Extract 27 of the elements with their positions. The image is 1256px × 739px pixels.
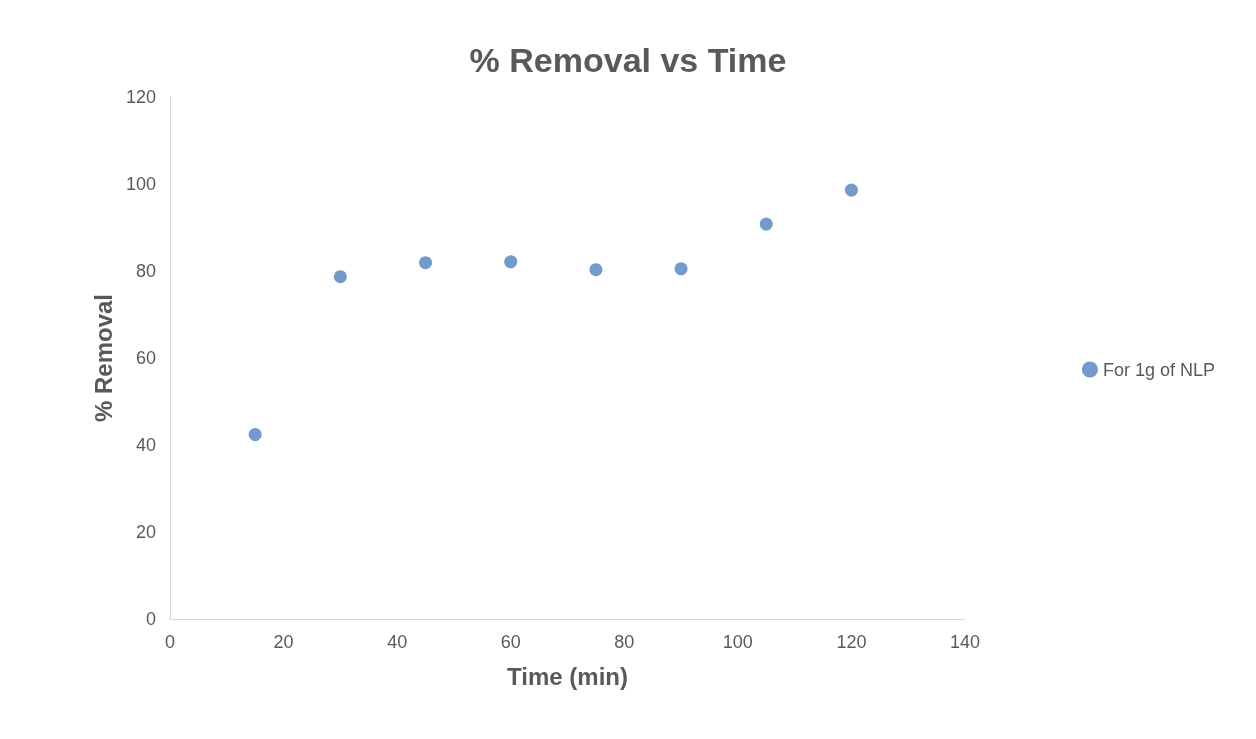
y-tick-label: 100 [125, 174, 156, 194]
y-tick-label: 20 [135, 522, 156, 542]
y-tick-label: 80 [135, 261, 156, 281]
point [759, 217, 773, 231]
point [589, 263, 603, 277]
chart-title: % Removal vs Time [469, 41, 787, 79]
y-tick-label: 60 [135, 348, 156, 368]
y-axis-title: % Removal [89, 293, 117, 423]
x-tick-label: 40 [387, 632, 408, 652]
x-tick-label: 120 [836, 632, 867, 652]
x-tick-label: 100 [722, 632, 753, 652]
y-tick-label: 0 [145, 609, 156, 629]
y-tick-label: 120 [125, 87, 156, 107]
x-tick-label: 0 [164, 632, 176, 652]
legend-label: For 1g of NLP [1102, 359, 1216, 380]
point [333, 270, 347, 284]
x-axis-title: Time (min) [507, 662, 628, 690]
x-tick-label: 80 [614, 632, 635, 652]
y-tick-label: 40 [135, 435, 156, 455]
point [248, 428, 262, 442]
x-tick-label: 20 [273, 632, 294, 652]
x-tick-label: 60 [500, 632, 521, 652]
point [844, 183, 858, 197]
point [674, 262, 688, 276]
point [504, 255, 518, 269]
point [419, 256, 433, 270]
x-tick-label: 140 [949, 632, 981, 652]
